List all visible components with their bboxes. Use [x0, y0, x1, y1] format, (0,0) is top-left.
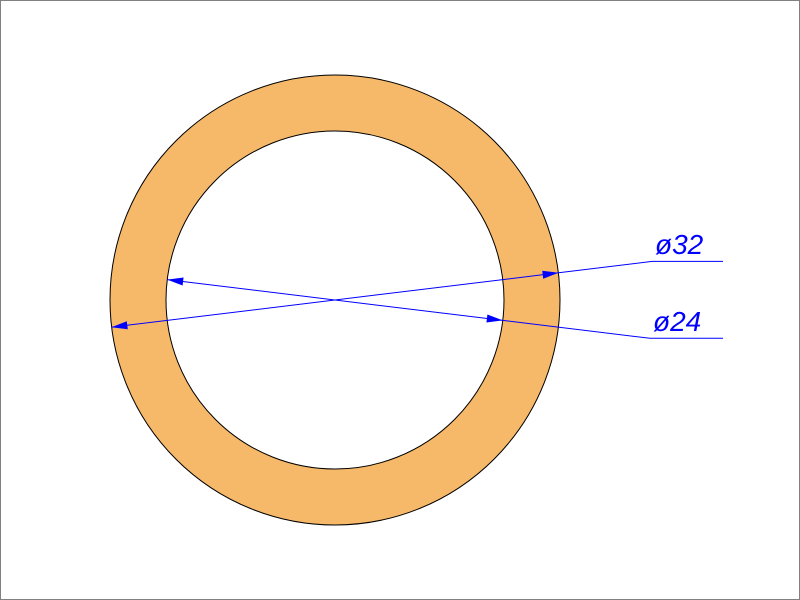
dimension-inner-label: ø24 — [653, 306, 701, 337]
dimension-outer-label: ø32 — [655, 229, 704, 260]
